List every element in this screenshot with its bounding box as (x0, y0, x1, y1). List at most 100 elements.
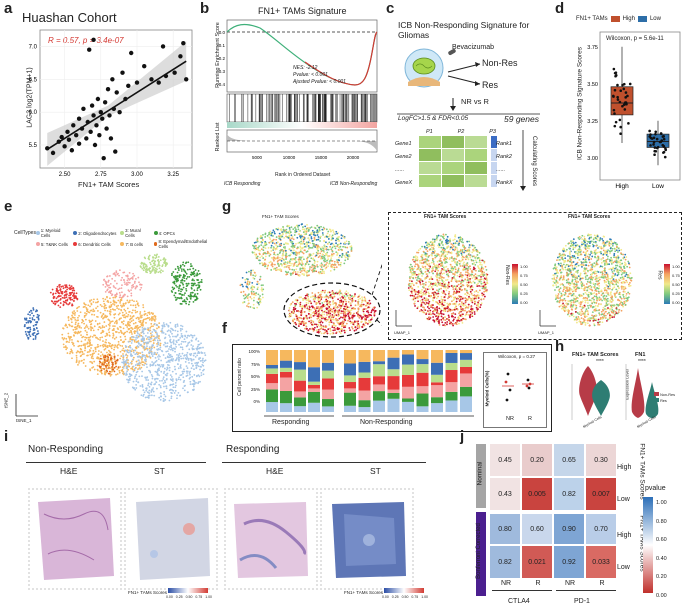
cell-point (186, 298, 189, 301)
cell-point (311, 323, 313, 326)
cell-point (136, 345, 139, 347)
cell-point (259, 241, 262, 243)
cell-point (75, 359, 78, 361)
cell-point (162, 382, 165, 385)
cell-point (86, 326, 89, 328)
panel-label-g: g (222, 198, 232, 215)
cell-point (309, 328, 311, 330)
cell-point (189, 265, 192, 268)
cell-point (124, 335, 126, 338)
cell-point (317, 323, 320, 326)
cell-point (368, 299, 371, 302)
cell-point (202, 346, 204, 349)
cell-point (264, 236, 267, 238)
cell-point (281, 257, 284, 260)
cell-point (182, 368, 185, 371)
cell-point (247, 305, 250, 308)
cell-point (172, 358, 175, 360)
cell-point (306, 308, 309, 311)
cell-point (333, 306, 335, 309)
cell-point (117, 308, 120, 311)
cell-point (270, 246, 272, 249)
cell-point (183, 370, 186, 373)
cell-point (106, 334, 108, 337)
cell-point (148, 267, 151, 269)
cell-point (323, 239, 325, 242)
cell-point (131, 328, 134, 330)
cell-point (157, 256, 160, 258)
cell-point (308, 308, 311, 311)
cell-point (295, 315, 298, 318)
cell-point (351, 326, 353, 328)
cell-point (145, 267, 148, 270)
cell-point (90, 357, 93, 359)
cell-point (109, 308, 112, 311)
cell-point (137, 359, 140, 362)
cell-point (179, 378, 182, 381)
cell-point (88, 349, 91, 351)
cell-point (144, 356, 147, 359)
cell-point (184, 361, 187, 363)
cell-point (291, 236, 294, 238)
cell-point (153, 353, 155, 355)
cell-point (176, 334, 179, 337)
cell-point (157, 342, 160, 344)
cell-point (364, 298, 367, 300)
cell-point (109, 367, 112, 369)
cell-point (150, 271, 153, 273)
expression-cell (419, 175, 441, 187)
data-point (614, 120, 618, 124)
cell-point (325, 298, 328, 301)
cell-point (162, 376, 165, 379)
cell-point (73, 292, 76, 294)
cell-point (255, 292, 258, 294)
cell-point (308, 300, 311, 303)
cell-point (96, 373, 99, 376)
cell-point (349, 320, 352, 323)
cell-point (308, 316, 311, 319)
cell-point (115, 365, 117, 368)
cell-point (113, 303, 116, 306)
cell-point (460, 254, 463, 256)
cell-point (476, 310, 479, 312)
cell-point (71, 304, 73, 307)
cell-point (136, 329, 139, 331)
cell-point (70, 293, 72, 295)
cell-point (115, 270, 118, 273)
cell-point (429, 309, 432, 312)
cell-point (329, 329, 332, 332)
cell-point (342, 297, 344, 299)
cell-point (343, 254, 346, 257)
data-point (104, 126, 109, 131)
cell-point (288, 309, 291, 312)
cell-point (292, 306, 295, 309)
cell-point (329, 317, 332, 320)
cell-point (92, 357, 94, 360)
cell-point (112, 296, 115, 299)
cell-point (196, 345, 199, 348)
cell-point (154, 318, 157, 320)
cell-point (309, 314, 312, 316)
cell-point (289, 262, 292, 265)
cell-point (322, 270, 325, 273)
cell-point (174, 359, 177, 362)
cell-point (116, 344, 119, 347)
cell-point (345, 322, 348, 325)
cell-point (189, 380, 192, 383)
cell-point (190, 334, 193, 337)
data-point (98, 109, 104, 115)
cell-point (89, 320, 92, 323)
cell-point (200, 371, 203, 374)
data-point (71, 123, 76, 128)
cell-point (147, 356, 149, 358)
cell-point (307, 248, 310, 250)
cell-point (417, 249, 420, 252)
cell-point (344, 307, 347, 310)
data-point (89, 103, 95, 108)
cell-point (97, 350, 100, 352)
cell-point (271, 263, 274, 266)
cell-point (149, 261, 151, 264)
cell-point (106, 275, 109, 278)
cell-point (199, 380, 201, 383)
cell-point (183, 389, 186, 392)
